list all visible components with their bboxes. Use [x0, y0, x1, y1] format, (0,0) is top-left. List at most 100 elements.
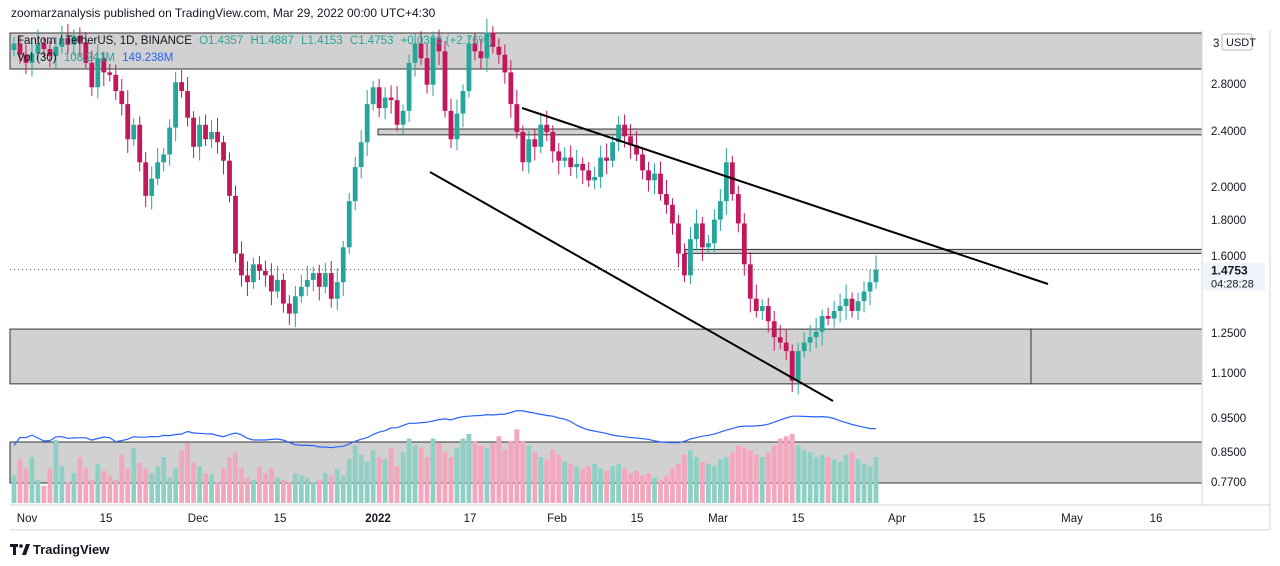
- countdown-label: 04:28:28: [1211, 279, 1254, 291]
- volume-bar: [233, 452, 238, 503]
- volume-ma-value: 149.238M: [122, 52, 174, 64]
- candle-body: [610, 142, 616, 161]
- volume-bar: [580, 468, 586, 503]
- candle-body: [741, 223, 747, 265]
- candle-body: [364, 104, 370, 143]
- volume-bar: [394, 466, 400, 503]
- volume-bar: [430, 438, 436, 503]
- volume-bar: [304, 477, 310, 503]
- candle-body: [394, 100, 400, 125]
- price-tick-label: 1.8000: [1211, 215, 1246, 227]
- volume-ma-line: [13, 410, 876, 449]
- candle-body: [658, 173, 663, 195]
- candle-body: [472, 43, 478, 52]
- candle-body: [442, 51, 448, 111]
- candle-body: [209, 131, 214, 140]
- candle-body: [47, 49, 53, 56]
- volume-bar: [705, 463, 711, 503]
- candle-body: [53, 46, 59, 56]
- volume-bar: [825, 457, 831, 503]
- volume-bar: [843, 454, 849, 503]
- volume-bar: [622, 468, 627, 503]
- volume-bar: [676, 463, 681, 503]
- candle-body: [119, 91, 125, 105]
- volume-bar: [807, 452, 813, 503]
- volume-bar: [586, 466, 592, 503]
- time-tick-label: Dec: [188, 513, 209, 525]
- candle-body: [436, 38, 442, 52]
- volume-bar: [334, 468, 340, 503]
- volume-label[interactable]: Vol (30): [17, 52, 57, 64]
- volume-bar: [783, 436, 789, 503]
- time-tick-label: 17: [464, 513, 477, 525]
- volume-bar: [652, 477, 657, 503]
- candle-body: [125, 104, 131, 140]
- candle-body: [478, 51, 484, 59]
- candle-body: [388, 97, 394, 101]
- volume-bar: [292, 473, 298, 503]
- candle-body: [765, 306, 771, 322]
- price-tick-label: 2.8000: [1211, 79, 1246, 91]
- candle-body: [825, 316, 831, 319]
- volume-bar: [837, 461, 843, 503]
- candle-body: [526, 139, 532, 163]
- candle-body: [688, 239, 693, 276]
- candle-body: [634, 145, 639, 155]
- candle-body: [837, 306, 843, 312]
- price-tick-label: 0.8500: [1211, 447, 1246, 459]
- candle-body: [574, 163, 580, 168]
- candle-body: [292, 296, 298, 314]
- candle-body: [430, 38, 436, 85]
- currency-badge: [1221, 33, 1253, 51]
- candle-body: [77, 35, 83, 43]
- candle-body: [59, 38, 65, 47]
- volume-bar: [251, 480, 256, 503]
- volume-bar: [376, 457, 382, 503]
- candle-body: [239, 253, 244, 276]
- candle-body: [41, 43, 47, 50]
- candle-body: [137, 124, 143, 163]
- price-tick-label: 1.1000: [1211, 368, 1246, 380]
- candle-body: [143, 162, 149, 196]
- candle-body: [646, 170, 651, 181]
- volume-bar: [17, 459, 23, 503]
- volume-bar: [568, 463, 574, 503]
- candle-body: [328, 273, 334, 299]
- volume-bar: [520, 440, 526, 503]
- candle-body: [406, 62, 412, 111]
- candle-body: [233, 195, 238, 254]
- volume-bar: [119, 454, 125, 503]
- candle-body: [221, 142, 226, 161]
- volume-bar: [550, 450, 556, 503]
- volume-band: [9, 441, 1203, 484]
- volume-bar: [849, 452, 855, 503]
- volume-bar: [729, 452, 735, 503]
- candle-body: [155, 162, 161, 179]
- volume-bar: [382, 459, 388, 503]
- candle-body: [310, 273, 316, 280]
- candle-body: [370, 87, 376, 105]
- volume-bar: [831, 459, 837, 503]
- candle-body: [771, 321, 777, 338]
- last-price-tag: [1203, 262, 1265, 291]
- volume-bar: [370, 450, 376, 503]
- candle-body: [807, 337, 813, 343]
- candle-body: [35, 43, 41, 54]
- candle-body: [167, 127, 173, 155]
- candle-body: [861, 291, 867, 302]
- time-tick-label: 15: [792, 513, 805, 525]
- candle-body: [191, 117, 196, 147]
- candle-body: [95, 58, 101, 88]
- volume-bar: [71, 473, 77, 503]
- candle-body: [448, 110, 454, 140]
- candle-body: [855, 301, 861, 312]
- volume-bar: [855, 459, 861, 503]
- time-tick-label: 15: [274, 513, 287, 525]
- volume-bar: [197, 466, 202, 503]
- tradingview-brand: TradingView: [10, 541, 109, 557]
- candle-body: [520, 131, 526, 163]
- candle-body: [304, 279, 310, 287]
- volume-bar: [556, 454, 562, 503]
- symbol-name[interactable]: Fantom / TetherUS, 1D, BINANCE: [17, 35, 192, 47]
